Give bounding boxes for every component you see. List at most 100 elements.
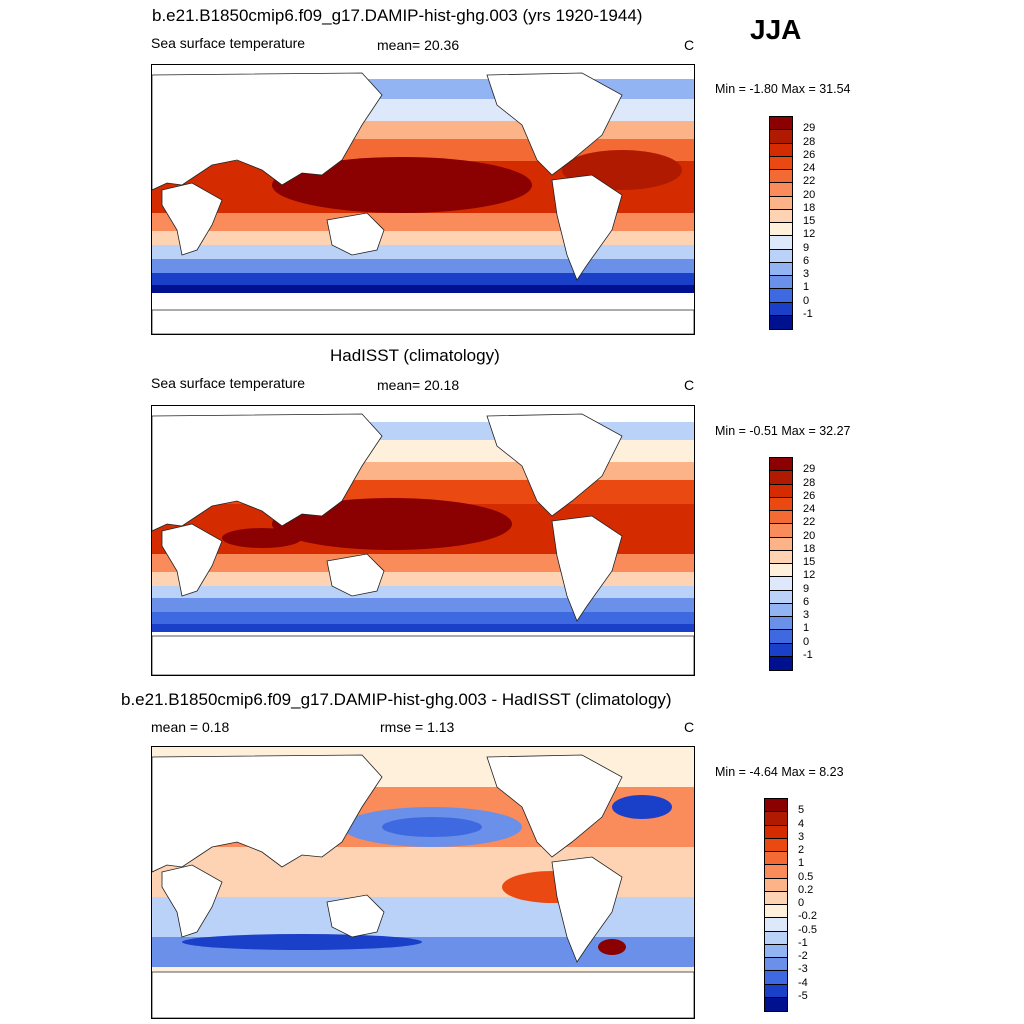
colorbar-swatch [770, 262, 792, 276]
sst-band [152, 572, 694, 586]
panel-2-title: HadISST (climatology) [330, 346, 500, 365]
panel-1-unit-label: C [684, 37, 695, 53]
colorbar-tick-label: 26 [803, 489, 816, 502]
colorbar-tick-label: 1 [803, 281, 810, 294]
colorbar-tick-label: 28 [803, 476, 816, 489]
colorbar-swatch [770, 276, 792, 290]
colorbar-tick-label: 26 [803, 148, 816, 161]
colorbar-swatch [765, 799, 787, 813]
colorbar-tick-label: -4 [798, 976, 808, 989]
colorbar-tick-label: 9 [803, 582, 810, 595]
colorbar-swatch [770, 564, 792, 578]
panel-3-title: b.e21.B1850cmip6.f09_g17.DAMIP-hist-ghg.… [121, 690, 672, 709]
colorbar-swatch [770, 117, 792, 131]
colorbar-swatch [770, 537, 792, 551]
panel-3-colorbar [764, 798, 788, 1012]
colorbar-swatch [770, 497, 792, 511]
colorbar-tick-label: 9 [803, 241, 810, 254]
colorbar-tick-label: -3 [798, 963, 808, 976]
colorbar-swatch [770, 236, 792, 250]
panel-1-colorbar [769, 116, 793, 330]
colorbar-swatch [765, 891, 787, 905]
colorbar-tick-label: 12 [803, 569, 816, 582]
colorbar-swatch [765, 958, 787, 972]
warm-pool [272, 157, 532, 213]
continents [152, 72, 694, 334]
warm-anomaly [598, 939, 626, 955]
sst-band [152, 586, 694, 598]
colorbar-tick-label: 18 [803, 201, 816, 214]
panel-2-colorbar-labels: 29 28 26 24 22 20 18 15 12 9 6 3 1 0 -1 [803, 457, 843, 669]
panel-3-unit-label: C [684, 719, 695, 735]
colorbar-tick-label: -2 [798, 950, 808, 962]
colorbar-tick-label: 22 [803, 175, 816, 188]
panel-2-map-field [152, 406, 694, 675]
colorbar-swatch [770, 590, 792, 604]
colorbar-swatch [770, 196, 792, 210]
warm-pool [272, 498, 512, 550]
colorbar-swatch [770, 183, 792, 197]
colorbar-swatch [770, 302, 792, 316]
colorbar-swatch [770, 484, 792, 498]
colorbar-tick-label: 5 [798, 804, 805, 817]
colorbar-swatch [765, 971, 787, 985]
sst-band [152, 259, 694, 273]
colorbar-tick-label: 29 [803, 463, 816, 476]
panel-3-mean-label: mean = 0.18 [151, 719, 230, 735]
colorbar-swatch [770, 524, 792, 538]
sst-band [152, 612, 694, 624]
cold-anomaly [182, 934, 422, 950]
colorbar-swatch [765, 825, 787, 839]
colorbar-tick-label: 0 [798, 897, 805, 909]
panel-3-map-field [152, 747, 694, 1018]
colorbar-tick-label: 3 [803, 268, 810, 280]
panel-1-map-field [152, 65, 694, 334]
colorbar-swatch [765, 997, 787, 1011]
colorbar-tick-label: 0.2 [798, 883, 814, 896]
colorbar-swatch [770, 643, 792, 657]
sst-band [152, 273, 694, 285]
colorbar-tick-label: 1 [798, 857, 805, 870]
sst-band [152, 245, 694, 259]
sst-band [152, 231, 694, 245]
panel-2-minmax-label: Min = -0.51 Max = 32.27 [715, 424, 851, 438]
colorbar-swatch [770, 550, 792, 564]
colorbar-tick-label: -5 [798, 989, 808, 1002]
colorbar-swatch [770, 130, 792, 144]
colorbar-tick-label: 24 [803, 503, 816, 515]
cold-anomaly [612, 795, 672, 819]
colorbar-tick-label: 3 [803, 609, 810, 621]
panel-1-mean-label: mean= 20.36 [377, 37, 460, 53]
panel-1-map [151, 64, 695, 335]
panel-1-title: b.e21.B1850cmip6.f09_g17.DAMIP-hist-ghg.… [152, 6, 643, 25]
colorbar-swatch [765, 865, 787, 879]
colorbar-tick-label: 1 [803, 622, 810, 635]
colorbar-swatch [770, 143, 792, 157]
colorbar-swatch [770, 249, 792, 263]
colorbar-tick-label: 3 [798, 830, 805, 843]
colorbar-tick-label: -1 [798, 936, 808, 949]
colorbar-tick-label: 15 [803, 215, 816, 227]
colorbar-swatch [770, 223, 792, 237]
panel-2-mean-label: mean= 20.18 [377, 377, 460, 393]
colorbar-swatch [770, 630, 792, 644]
colorbar-tick-label: 24 [803, 162, 816, 174]
colorbar-swatch [770, 458, 792, 472]
colorbar-swatch [765, 878, 787, 892]
season-label: JJA [750, 14, 802, 45]
colorbar-swatch [770, 511, 792, 525]
colorbar-swatch [765, 984, 787, 998]
colorbar-tick-label: 0 [803, 635, 810, 648]
colorbar-swatch [770, 471, 792, 485]
colorbar-swatch [770, 656, 792, 670]
sst-band [152, 598, 694, 612]
colorbar-swatch [770, 289, 792, 303]
colorbar-tick-label: 4 [798, 817, 805, 830]
colorbar-swatch [765, 838, 787, 852]
warm-pool [222, 528, 302, 548]
colorbar-swatch [770, 617, 792, 631]
panel-1-colorbar-labels: 29 28 26 24 22 20 18 15 12 9 6 3 1 0 -1 [803, 116, 843, 328]
colorbar-swatch [770, 170, 792, 184]
colorbar-swatch [770, 209, 792, 223]
colorbar-tick-label: 28 [803, 135, 816, 148]
